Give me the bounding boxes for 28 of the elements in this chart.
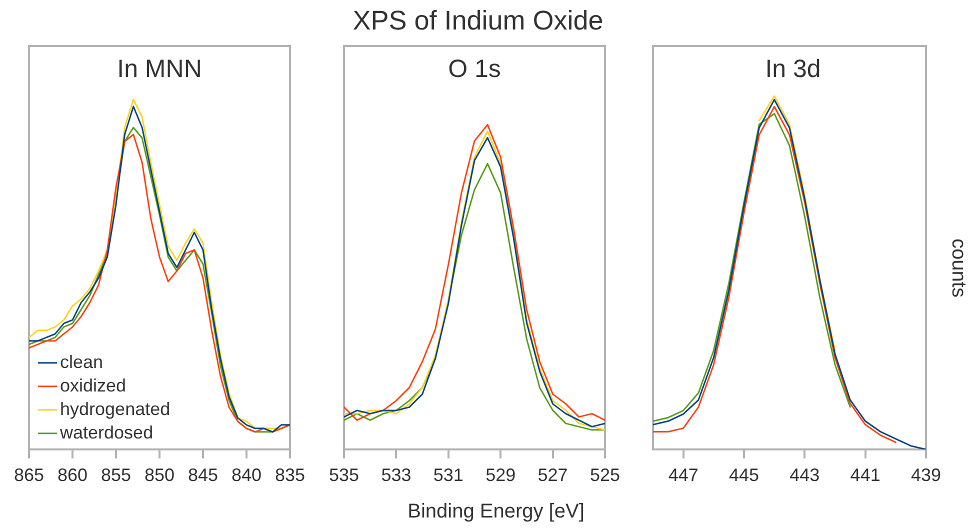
x-tick-label: 840 xyxy=(231,465,262,486)
chart-title: In 3d xyxy=(765,54,821,83)
x-tick-label: 860 xyxy=(57,465,88,486)
legend-label: hydrogenated xyxy=(60,398,170,419)
y-axis-title: counts xyxy=(946,238,970,298)
x-tick-label: 445 xyxy=(728,465,760,486)
x-axis-title: Binding Energy [eV] xyxy=(408,500,584,524)
x-tick-label: 529 xyxy=(486,465,516,486)
x-tick-label: 535 xyxy=(328,465,360,486)
x-tick-label: 845 xyxy=(188,465,218,486)
legend-label: oxidized xyxy=(60,375,126,396)
chart-title: In MNN xyxy=(117,54,202,83)
x-tick-label: 447 xyxy=(668,465,698,486)
x-tick-label: 527 xyxy=(538,465,568,486)
x-tick-label: 439 xyxy=(910,465,942,486)
legend-label: clean xyxy=(60,352,104,372)
x-tick-label: 855 xyxy=(100,465,132,486)
x-tick-label: 531 xyxy=(433,465,464,486)
x-tick-label: 525 xyxy=(590,465,620,486)
x-tick-label: 850 xyxy=(144,465,175,486)
x-tick-label: 533 xyxy=(381,465,412,486)
x-tick-label: 441 xyxy=(850,465,880,486)
x-tick-label: 835 xyxy=(274,465,306,486)
x-tick-label: 865 xyxy=(14,465,44,486)
text: XPS of Indium Oxide xyxy=(352,5,604,37)
x-tick-label: 443 xyxy=(790,465,820,486)
chart-title: O 1s xyxy=(448,54,501,83)
legend-label: waterdosed xyxy=(59,422,154,442)
